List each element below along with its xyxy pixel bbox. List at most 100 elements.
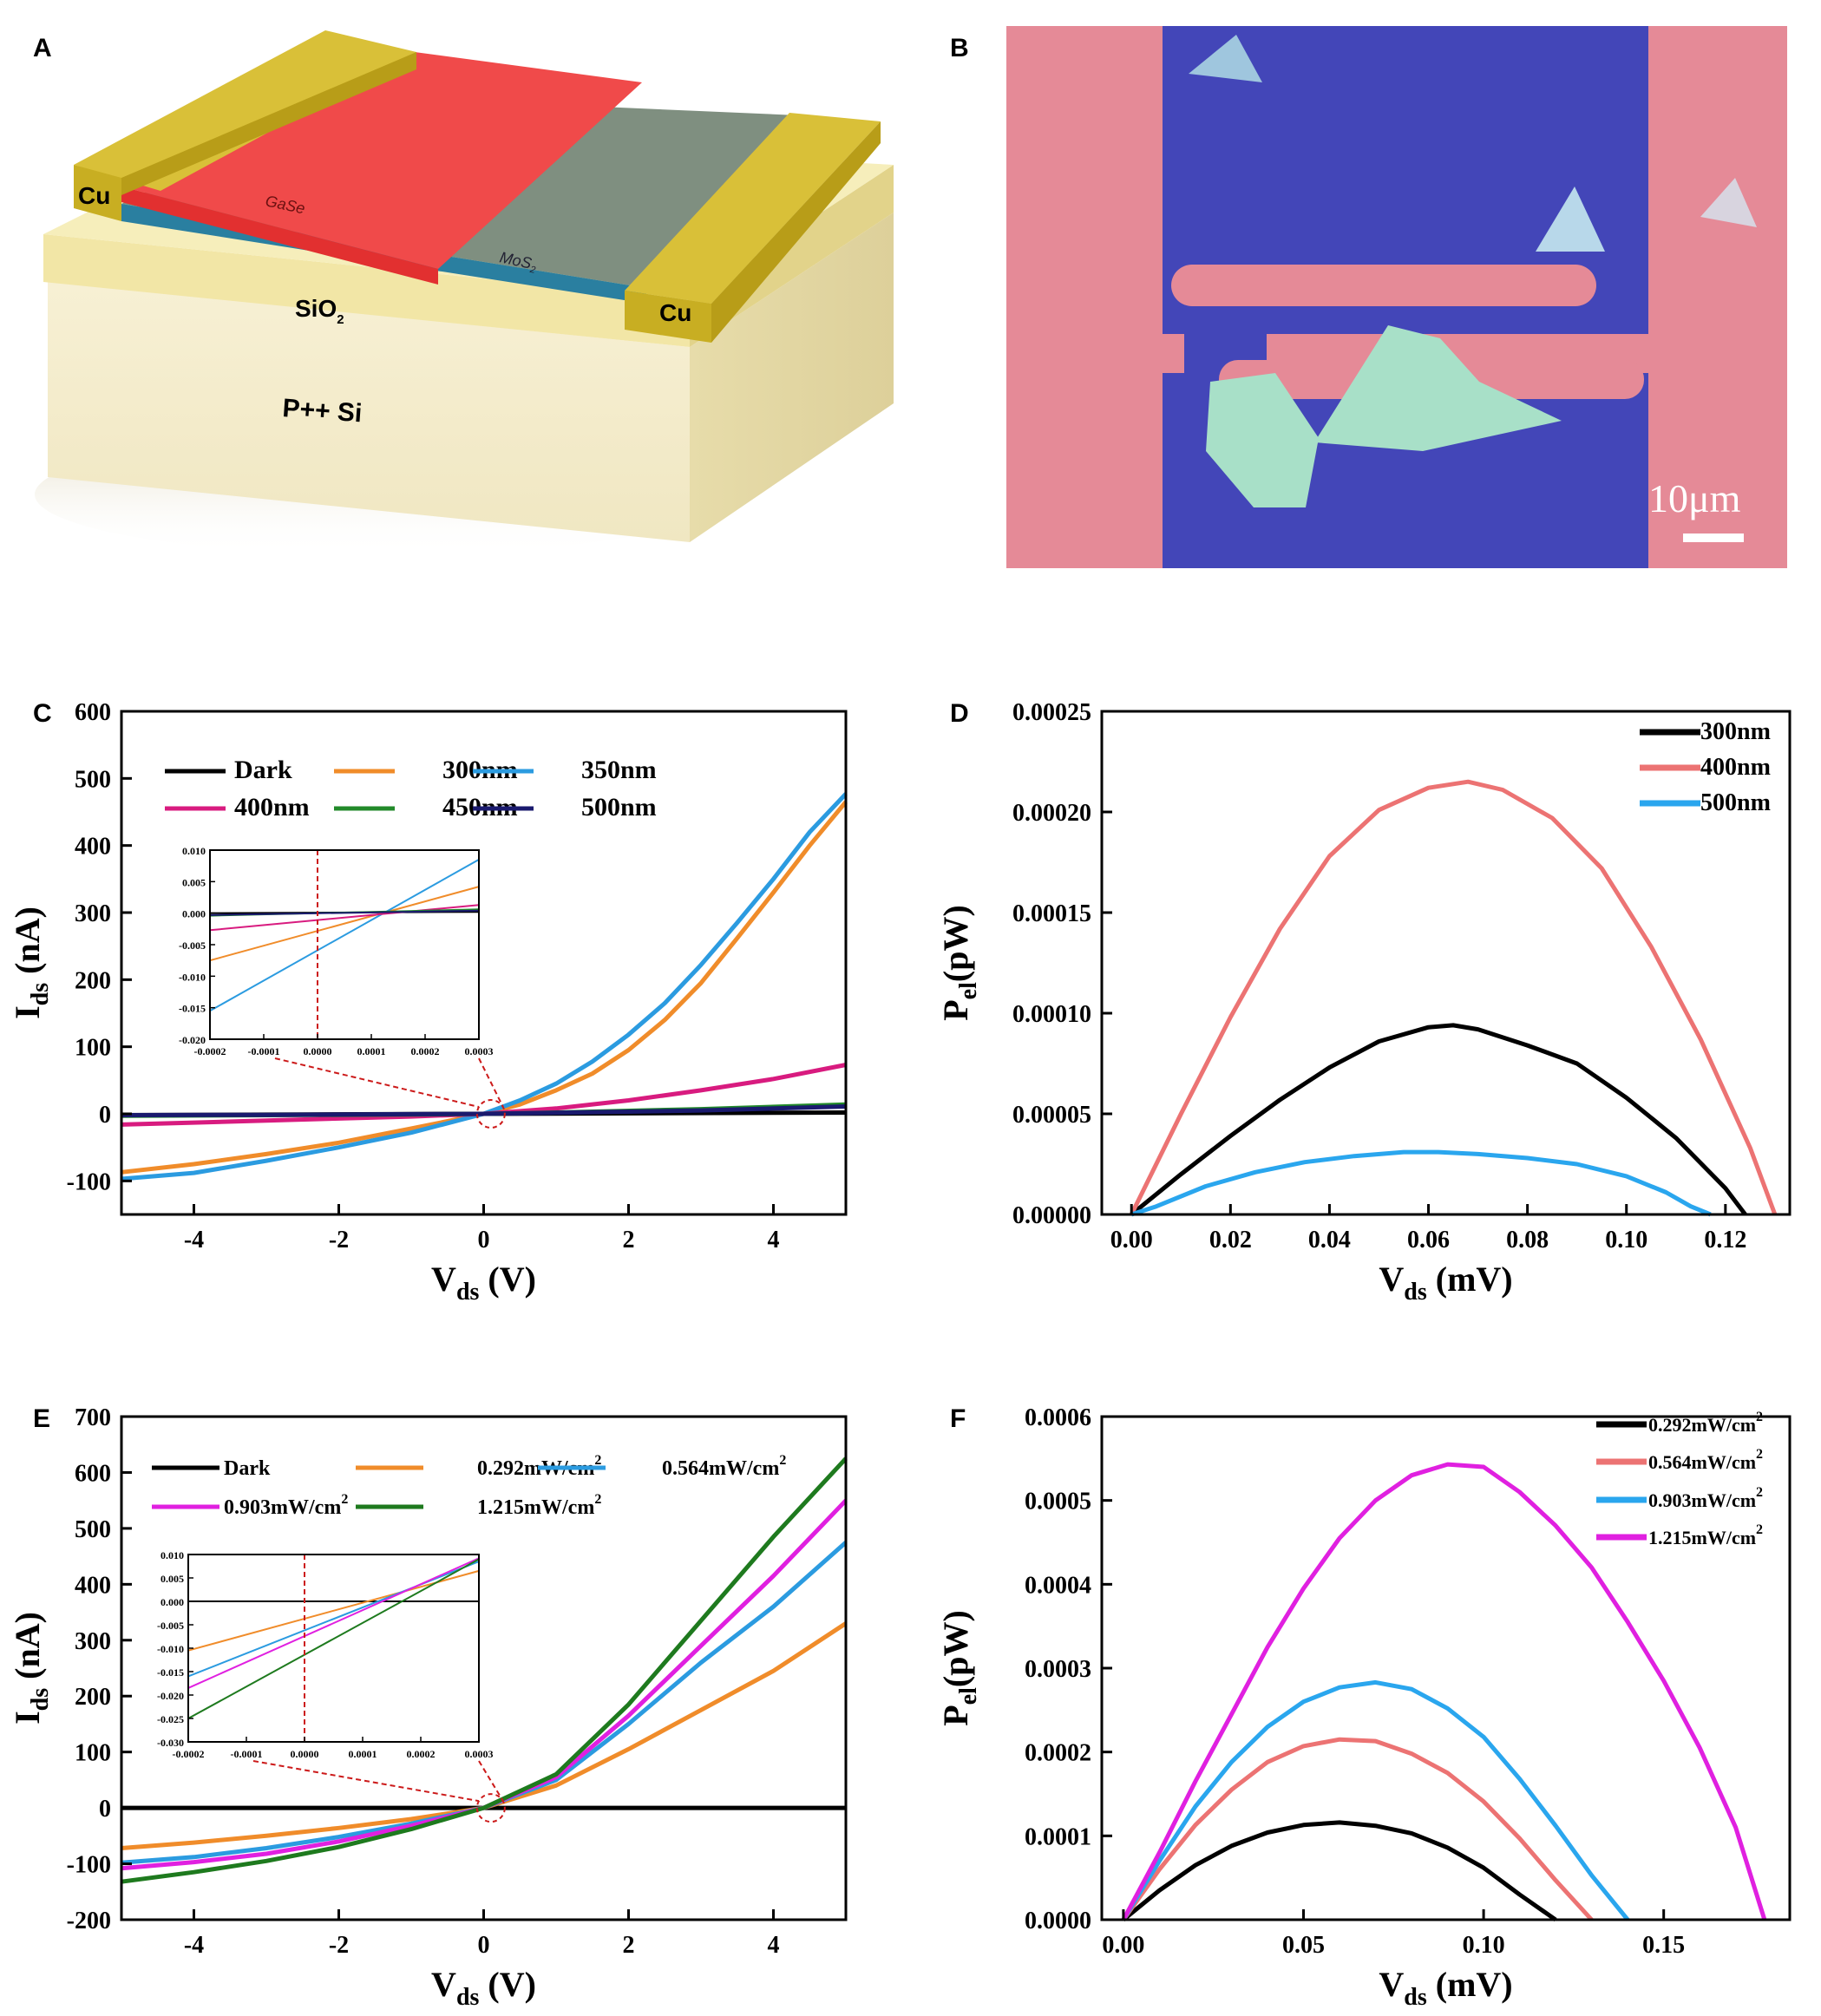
chart-e: -4 -2 0 2 4 -200 -100 0 100 200 300 400 500 600 700 Vds…: [8, 1404, 848, 2011]
series-line-400nm: [1129, 779, 1778, 1216]
y-tick-label: 0.00000: [1012, 1202, 1091, 1229]
x-tick-label: 0.02: [1209, 1227, 1252, 1253]
y-axis-label: Pel(pW): [936, 1610, 982, 1726]
inset-x-tick-label: -0.0002: [173, 1748, 205, 1760]
y-tick-label: 100: [75, 1740, 111, 1767]
inset-x-tick-label: 0.0002: [411, 1045, 440, 1057]
y-tick-label: 400: [75, 1572, 111, 1599]
legend-label: 500nm: [1700, 789, 1771, 816]
inset-y-tick-label: -0.020: [179, 1034, 206, 1046]
panel-label-d: D: [950, 699, 969, 728]
scale-bar: [1683, 533, 1744, 542]
y-tick-label: 0.0002: [1025, 1740, 1091, 1767]
x-tick-label: 4: [768, 1227, 780, 1253]
panel-label-f: F: [950, 1404, 966, 1433]
heterostructure-flake-left: [1206, 373, 1319, 507]
series-line-0292mwcm2: [1122, 1820, 1557, 1922]
inset-x-tick-label: 0.0000: [304, 1045, 332, 1057]
inset-series-line: [209, 859, 480, 1012]
inset: -0.0002 -0.0001 0.0000 0.0001 0.0002 0.0003 -0…: [179, 845, 494, 1057]
y-tick-label: 0.0000: [1025, 1908, 1091, 1934]
series-line-300nm: [1130, 1023, 1747, 1216]
inset-y-tick-label: -0.010: [179, 971, 206, 983]
y-tick-label: 0.00025: [1012, 699, 1091, 726]
inset-y-tick-label: 0.000: [182, 908, 206, 920]
x-tick-label: 0.00: [1110, 1227, 1153, 1253]
y-tick-label: 0.0004: [1025, 1572, 1091, 1599]
inset-y-tick-label: -0.025: [157, 1713, 184, 1725]
cu-left-top: [74, 30, 416, 191]
si-block-front: [48, 282, 690, 542]
inset-x-tick-label: 0.0001: [357, 1045, 386, 1057]
inset-x-tick-label: -0.0001: [231, 1748, 263, 1760]
x-axis-label: Vds (mV): [1379, 1965, 1512, 2011]
y-tick-label: 0.0001: [1025, 1823, 1091, 1850]
inset-x-tick-label: 0.0003: [465, 1045, 494, 1057]
cu-right-label: Cu: [659, 299, 691, 326]
optical-micrograph: 10μm: [1006, 26, 1787, 568]
series-line-1215mwcm2: [1121, 1462, 1767, 1921]
inset-series-line: [187, 1558, 480, 1719]
zoom-leader-left: [252, 1760, 480, 1803]
x-tick-label: 0.08: [1506, 1227, 1549, 1253]
legend-label: 0.564mW/cm2: [662, 1453, 786, 1480]
x-tick-label: -4: [184, 1932, 204, 1959]
scale-bar-label: 10μm: [1648, 476, 1741, 520]
legend-label: 0.903mW/cm2: [1648, 1485, 1763, 1511]
legend-label: 350nm: [581, 756, 657, 784]
legend-label: Dark: [224, 1457, 271, 1480]
y-tick-label: 0.00010: [1012, 1001, 1091, 1028]
legend: 300nm 400nm 500nm: [1640, 718, 1771, 816]
inset-x-tick-label: -0.0001: [248, 1045, 280, 1057]
inset-y-tick-label: 0.000: [160, 1596, 184, 1608]
x-tick-label: 0.10: [1463, 1932, 1505, 1959]
inset-y-tick-label: -0.010: [157, 1643, 184, 1655]
panel-b: B 10μm: [950, 26, 1787, 568]
y-tick-label: 0.0003: [1025, 1656, 1091, 1683]
x-tick-label: 0: [478, 1227, 490, 1253]
panel-label-c: C: [33, 699, 52, 728]
inset-y-tick-label: 0.010: [160, 1549, 184, 1561]
x-tick-label: -4: [184, 1227, 204, 1253]
inset-y-tick-label: -0.030: [157, 1737, 184, 1749]
inset-y-tick-label: 0.005: [160, 1573, 184, 1585]
y-tick-label: 500: [75, 1516, 111, 1543]
gase-front: [121, 187, 438, 285]
inset-x-tick-label: 0.0000: [291, 1748, 319, 1760]
y-tick-label: 300: [75, 1628, 111, 1655]
legend-label: 1.215mW/cm2: [1648, 1522, 1763, 1548]
inset-y-tick-label: 0.010: [182, 845, 206, 857]
x-tick-label: -2: [329, 1932, 349, 1959]
x-tick-label: 2: [623, 1932, 635, 1959]
series-line-350nm: [121, 792, 848, 1181]
x-tick-label: -2: [329, 1227, 349, 1253]
panel-label-e: E: [33, 1404, 50, 1433]
cu-left-label: Cu: [78, 182, 110, 209]
legend-label: 0.564mW/cm2: [1648, 1447, 1763, 1473]
legend-label: 500nm: [581, 793, 657, 821]
legend: 0.292mW/cm2 0.564mW/cm2 0.903mW/cm2 1.215mW…: [1596, 1410, 1763, 1548]
inset-x-tick-label: -0.0002: [194, 1045, 226, 1057]
y-tick-label: 600: [75, 699, 111, 726]
series-line-0903mwcm2: [1121, 1679, 1630, 1921]
x-tick-label: 0.12: [1704, 1227, 1746, 1253]
y-axis-label: Ids (nA): [8, 907, 54, 1019]
zoom-circle: [475, 1099, 506, 1129]
inset-series-line: [187, 1557, 480, 1689]
x-tick-label: 0.04: [1308, 1227, 1351, 1253]
y-tick-label: 600: [75, 1460, 111, 1487]
y-tick-label: 200: [75, 1684, 111, 1711]
series-line-500nm: [1130, 1149, 1712, 1217]
inset-x-tick-label: 0.0001: [349, 1748, 377, 1760]
legend-label: 400nm: [1700, 754, 1771, 781]
x-tick-label: 2: [623, 1227, 635, 1253]
inset-series-line: [209, 909, 480, 916]
y-tick-label: 0.0005: [1025, 1489, 1091, 1515]
triangle-flake-mid: [1536, 187, 1605, 252]
y-tick-label: 0.00005: [1012, 1102, 1091, 1129]
series-line-500nm: [121, 1104, 847, 1117]
series-line-300nm: [121, 800, 848, 1175]
triangle-flake-right: [1700, 178, 1757, 227]
